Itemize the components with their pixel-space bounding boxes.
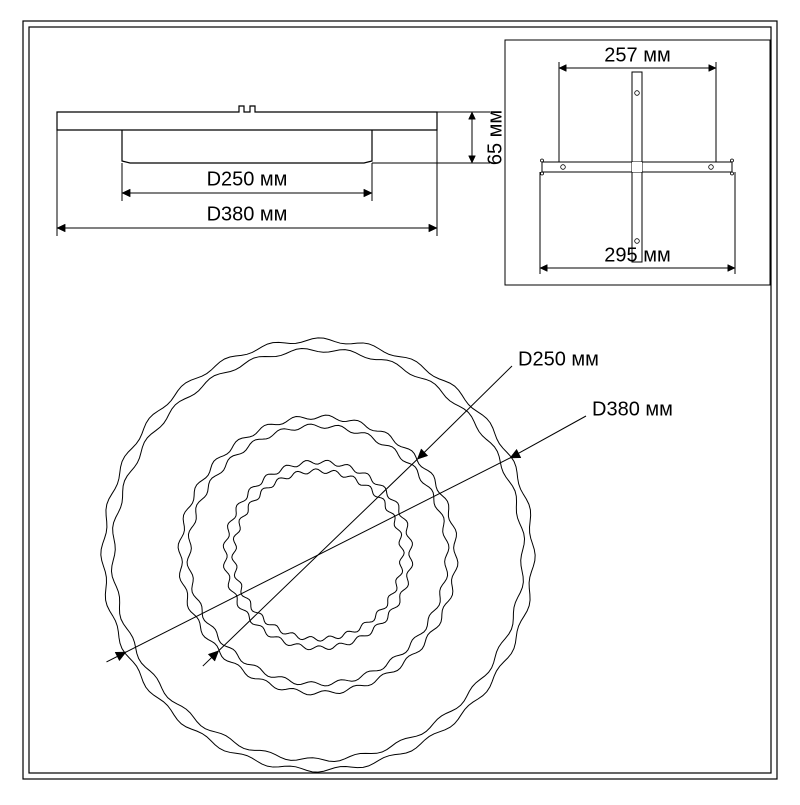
side-ring <box>122 130 372 163</box>
dim-d250-side: D250 мм <box>207 168 288 190</box>
dim-d380-top: D380 мм <box>592 398 673 420</box>
dim-h65: 65 мм <box>484 110 506 165</box>
side-plate <box>57 106 437 130</box>
technical-drawing: 65 мм D250 мм D380 мм 257 мм 295 мм D250 мм D3… <box>0 0 800 800</box>
dim-d380-side: D380 мм <box>207 203 288 225</box>
dim-257: 257 мм <box>604 44 670 66</box>
dim-295: 295 мм <box>604 244 670 266</box>
dim-d250-top: D250 мм <box>518 348 599 370</box>
